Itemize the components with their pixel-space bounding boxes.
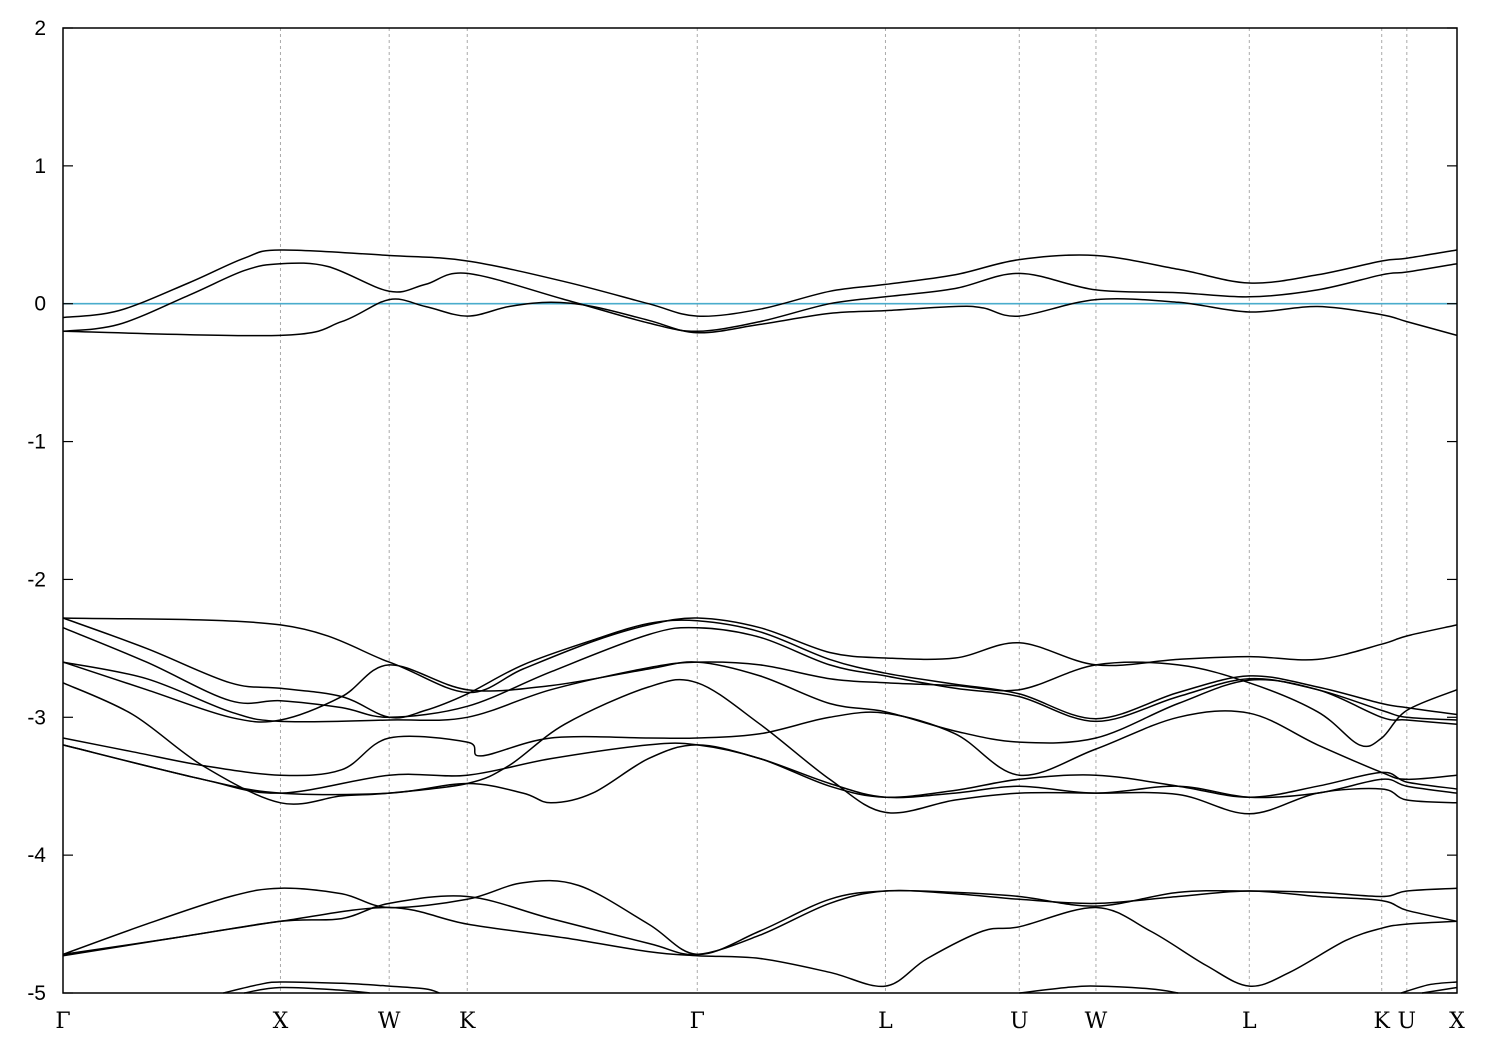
band-line-19 [1400,981,1458,994]
band-line-3 [62,298,1458,337]
band-line-8 [62,661,1458,744]
x-tick-label: K [1374,1009,1391,1034]
band-line-2 [62,262,1458,333]
plot-frame [62,27,1458,994]
x-tick-label: L [1242,1009,1257,1034]
x-tick-label: W [1085,1009,1108,1034]
x-tick-label: U [1010,1009,1029,1034]
y-tick-label: -3 [27,706,46,729]
x-tick-label: L [878,1009,893,1034]
x-tick-label: Γ [690,1009,705,1034]
y-tick-label: 2 [34,17,46,40]
band-line-7 [62,661,1458,748]
y-tick-label: -2 [27,568,46,591]
band-line-4 [62,617,1458,694]
y-axis-ticks: 2 1 0 -1 -2 -3 -4 -5 [27,17,1457,1005]
y-tick-label: -5 [27,982,46,1005]
x-tick-label: U [1398,1009,1417,1034]
band-line-1 [62,249,1458,319]
x-tick-label: K [459,1009,476,1034]
y-tick-label: 1 [34,155,46,178]
band-line-14 [62,889,1458,956]
band-line-9 [62,678,1458,815]
x-tick-label: X [273,1009,289,1034]
y-tick-label: 0 [34,293,46,316]
band-line-12 [62,744,1458,804]
y-tick-label: -1 [27,431,46,454]
x-tick-label: X [1449,1009,1465,1034]
x-tick-label: Γ [55,1009,70,1034]
band-line-6 [62,626,1458,723]
band-lines [62,249,1458,994]
kpoint-grid-lines [279,28,1408,993]
band-line-20 [1421,986,1458,994]
band-line-5 [62,617,1458,720]
x-tick-label: W [378,1009,401,1034]
band-line-10 [62,710,1458,781]
y-tick-label: -4 [27,844,46,867]
band-line-15 [62,906,1458,988]
band-line-11 [62,742,1458,798]
band-line-18 [1019,985,1179,994]
band-line-16 [223,981,440,994]
band-line-17 [244,986,370,994]
